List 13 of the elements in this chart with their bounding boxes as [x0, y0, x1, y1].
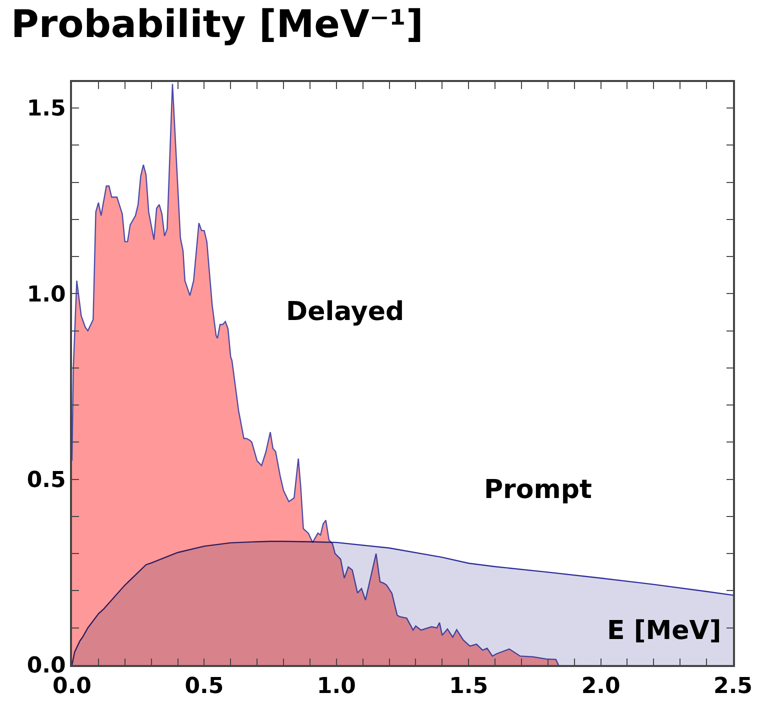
y-axis-title: Probability [MeV⁻¹]: [11, 2, 424, 46]
x-axis-title: E [MeV]: [607, 616, 722, 646]
x-tick-label: 0.5: [184, 674, 224, 700]
x-tick-label: 2.5: [714, 674, 752, 700]
y-tick-label: 1.0: [26, 282, 66, 308]
x-tick-label: 1.0: [316, 674, 356, 700]
text: Prompt: [484, 475, 592, 505]
x-tick-label: 2.0: [581, 674, 620, 700]
text: Delayed: [286, 297, 404, 327]
x-tick-label: 0.0: [52, 674, 92, 700]
x-tick-label: 1.5: [449, 674, 488, 700]
y-tick-label: 0.5: [26, 468, 66, 494]
y-tick-label: 1.5: [26, 96, 66, 122]
